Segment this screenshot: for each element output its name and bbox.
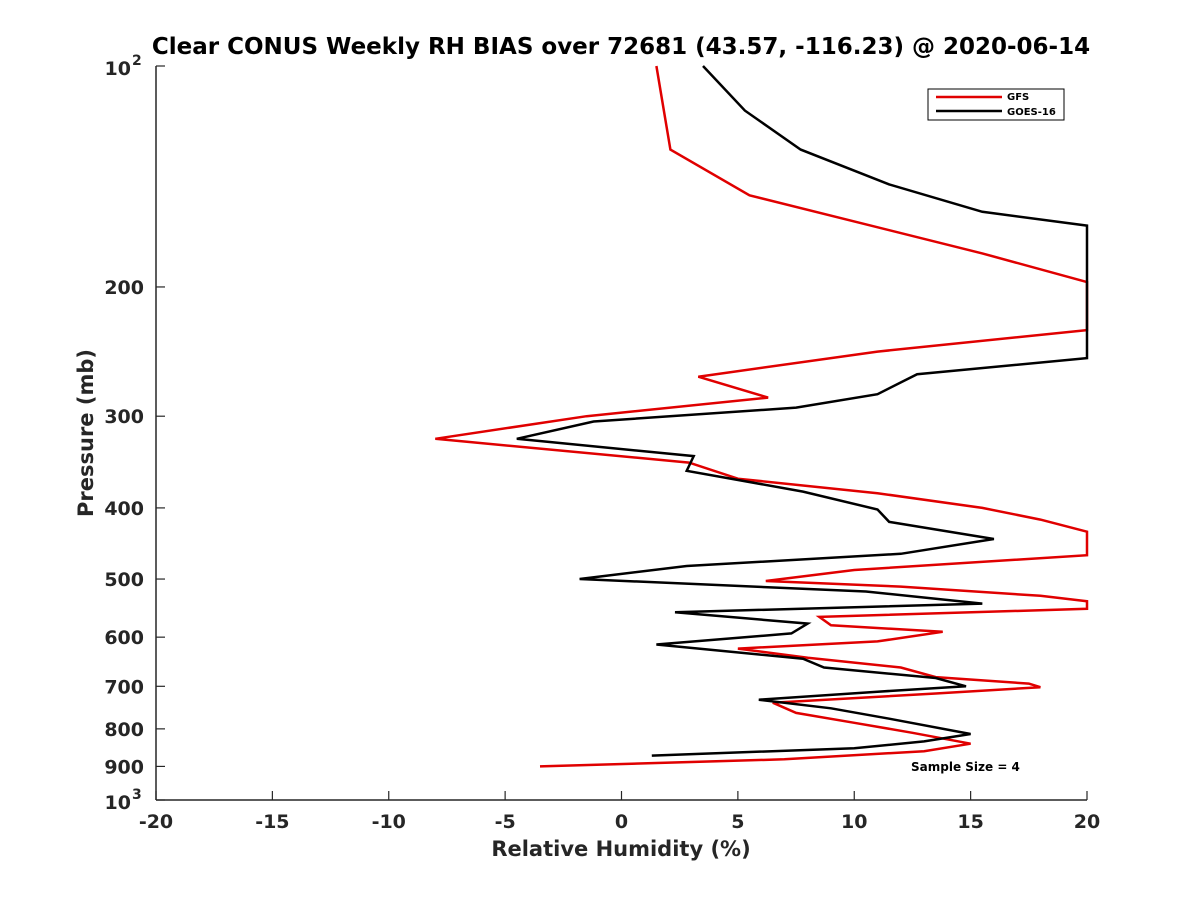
x-tick-label: 0	[615, 811, 628, 833]
x-tick-label: -5	[495, 811, 516, 833]
x-tick-label: 5	[731, 811, 744, 833]
y-tick-label: 500	[104, 569, 144, 591]
y-tick-label: 700	[104, 676, 144, 698]
y-tick-label: 10	[105, 58, 131, 80]
y-tick-label: 800	[104, 719, 144, 741]
series-line-gfs	[435, 65, 1089, 768]
x-tick-label: 20	[1074, 811, 1100, 833]
x-tick-label: -10	[372, 811, 406, 833]
legend-box	[927, 88, 1065, 121]
x-axis-label: Relative Humidity (%)	[491, 837, 750, 861]
y-tick-label: 10	[105, 792, 131, 814]
y-tick-label: 900	[104, 756, 144, 778]
sample-size-annotation: Sample Size = 4	[911, 760, 1020, 774]
y-tick-label: 300	[104, 406, 144, 428]
y-tick-exponent: 2	[132, 53, 142, 69]
legend: GFS GOES-16	[927, 88, 1065, 121]
x-tick-label: 15	[957, 811, 983, 833]
legend-label-goes-16: GOES-16	[1007, 107, 1056, 118]
series-line-goes-16	[516, 65, 1089, 757]
y-axis-label: Pressure (mb)	[74, 349, 98, 517]
chart-title: Clear CONUS Weekly RH BIAS over 72681 (4…	[152, 34, 1090, 60]
legend-label-gfs: GFS	[1007, 92, 1029, 103]
y-tick-label: 600	[104, 627, 144, 649]
y-tick-label: 400	[104, 498, 144, 520]
y-tick-label: 200	[104, 277, 144, 299]
x-tick-label: -15	[255, 811, 289, 833]
y-tick-exponent: 3	[132, 787, 142, 803]
x-tick-label: -20	[139, 811, 173, 833]
series-layer	[435, 65, 1089, 768]
x-tick-label: 10	[841, 811, 867, 833]
x-ticks: -20 -15 -10 -5 0 5 10 15 20	[139, 791, 1100, 833]
